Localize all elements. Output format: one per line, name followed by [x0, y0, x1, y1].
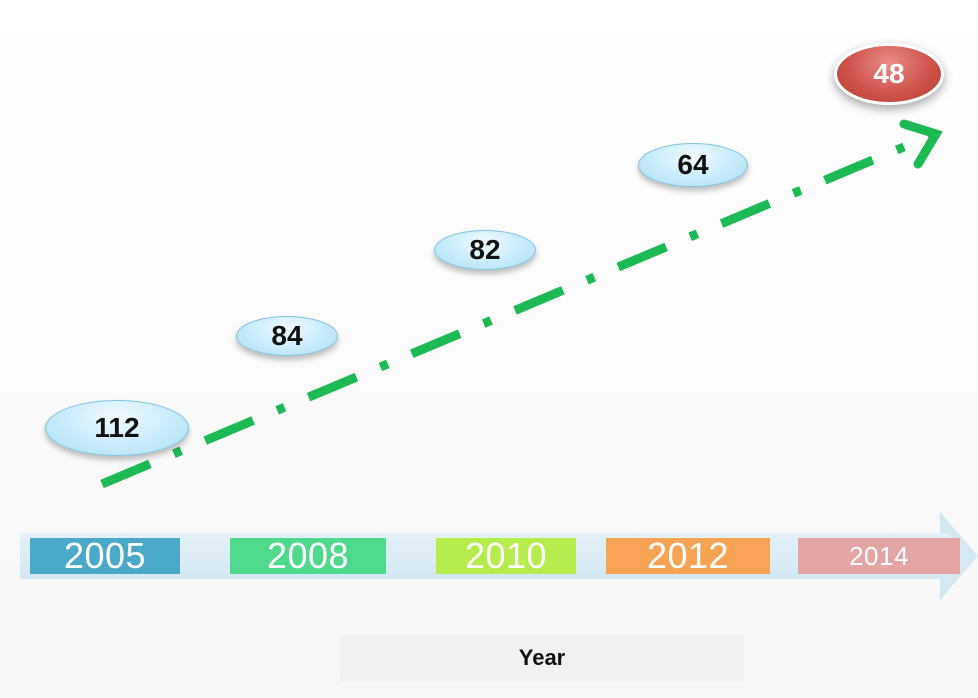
- axis-label-text: Year: [518, 645, 566, 670]
- value-label: 64: [677, 149, 709, 180]
- year-box-2012: 2012: [606, 535, 770, 576]
- year-label: 2014: [849, 540, 909, 571]
- year-box-2005: 2005: [30, 535, 180, 576]
- year-box-2010: 2010: [436, 535, 576, 576]
- value-label: 112: [94, 412, 140, 443]
- year-box-2008: 2008: [230, 535, 386, 576]
- value-label: 84: [271, 320, 303, 351]
- value-bubble-2008: 84: [236, 316, 338, 356]
- trend-arrow-head: [899, 119, 943, 169]
- year-box-2014: 2014: [798, 538, 960, 574]
- value-bubble-2010: 82: [434, 230, 536, 270]
- value-bubble-2014: 48: [834, 43, 944, 105]
- axis-label-year: Year: [340, 635, 744, 681]
- value-label: 48: [873, 58, 905, 89]
- year-label: 2008: [266, 535, 350, 576]
- value-label: 82: [469, 234, 501, 265]
- trend-line: [100, 131, 932, 489]
- value-bubble-2005: 112: [45, 400, 189, 456]
- value-bubble-2012: 64: [638, 143, 748, 187]
- year-label: 2012: [646, 535, 730, 576]
- year-label: 2010: [464, 535, 548, 576]
- year-label: 2005: [63, 535, 147, 576]
